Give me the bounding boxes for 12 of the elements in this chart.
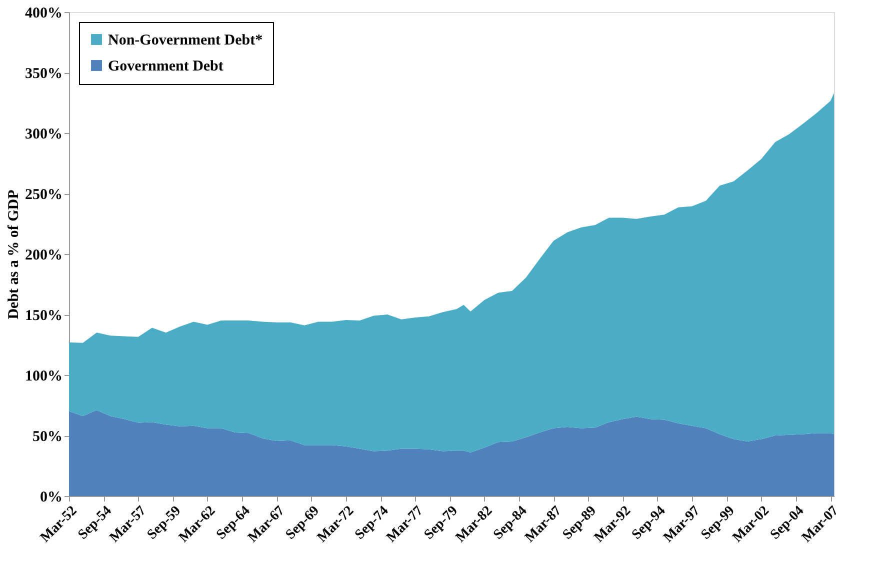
y-tick-label: 400% <box>25 6 62 22</box>
y-tick-label: 300% <box>25 126 62 142</box>
y-axis-title: Debt as a % of GDP <box>6 190 22 320</box>
y-tick-label: 200% <box>25 248 62 264</box>
y-tick-label: 150% <box>25 308 62 324</box>
legend-label: Government Debt <box>108 58 224 74</box>
y-tick-label: 50% <box>32 429 62 445</box>
y-tick-label: 350% <box>25 66 62 82</box>
y-tick-label: 250% <box>25 187 62 203</box>
y-tick-label: 0% <box>40 490 62 506</box>
y-tick-label: 100% <box>25 368 62 384</box>
legend-label: Non-Government Debt* <box>108 32 263 48</box>
